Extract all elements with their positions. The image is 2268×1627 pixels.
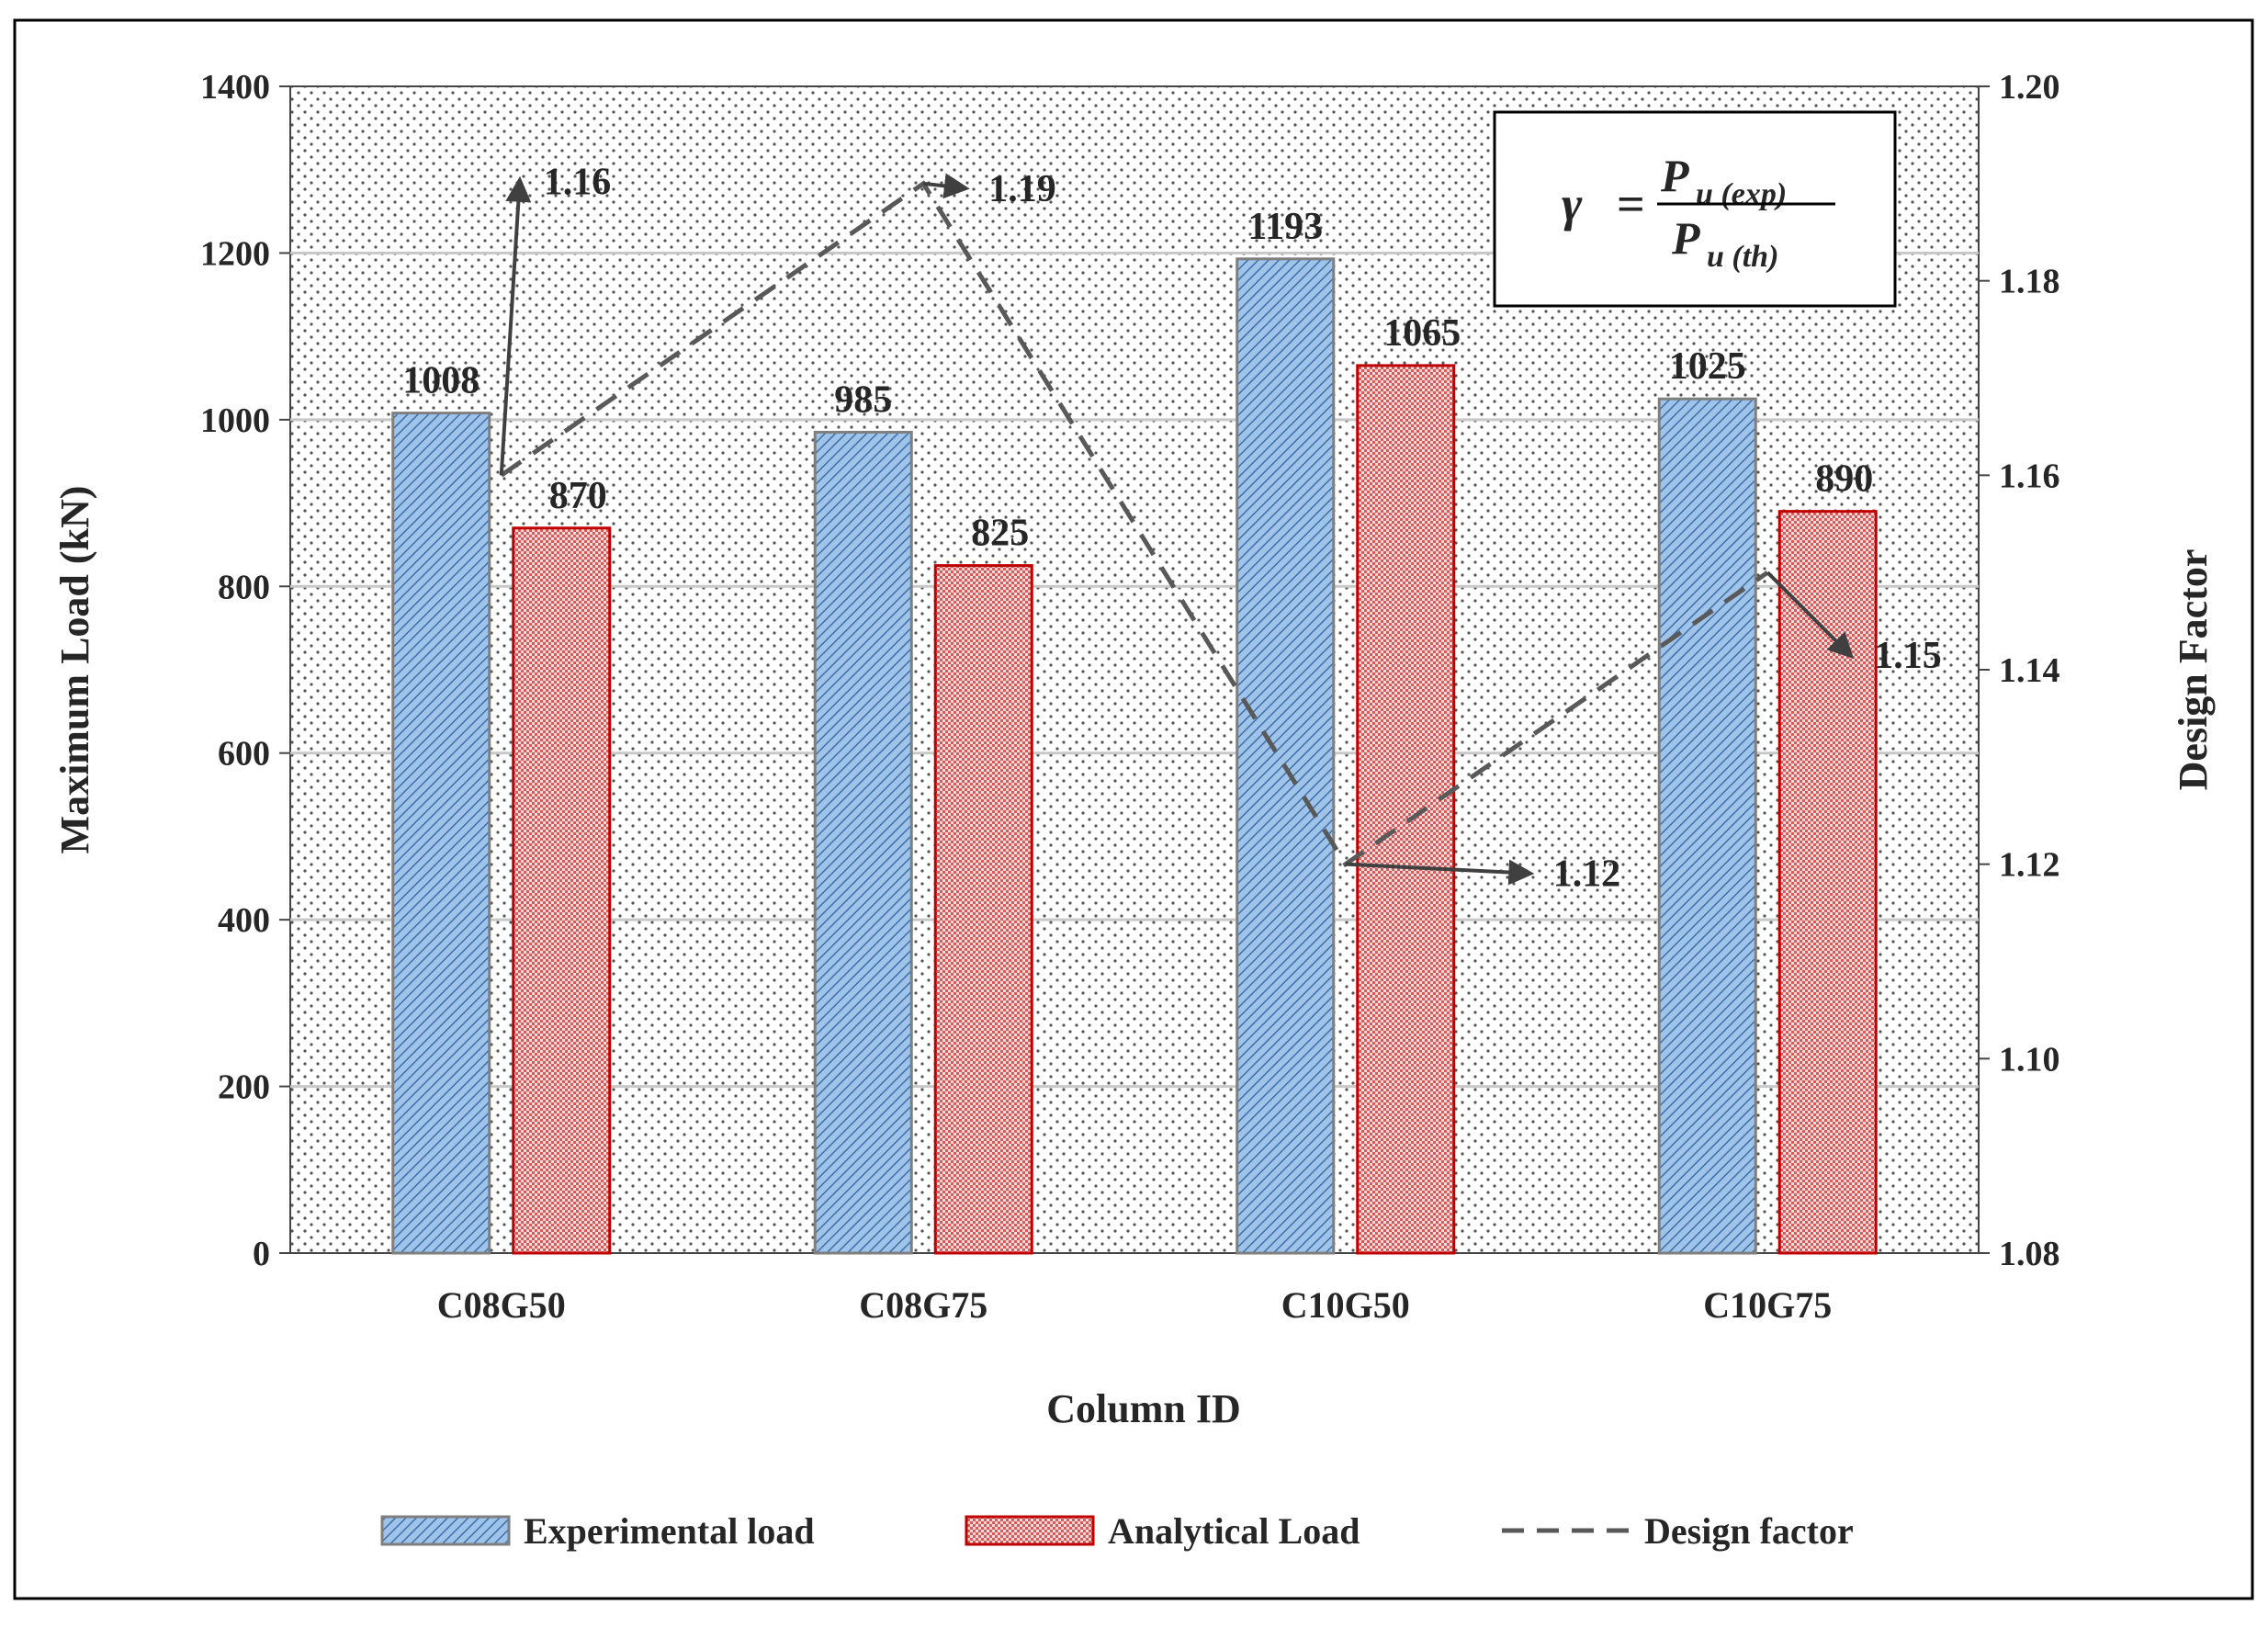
- bar-experimental-C10G50: [1236, 257, 1336, 1255]
- data-label-experimental-C10G75: 1025: [1669, 345, 1746, 388]
- bar-group: [391, 257, 1878, 1255]
- formula-box: γ = P u (exp) P u (th): [1493, 110, 1897, 308]
- y-tick-label-0: 0: [253, 1235, 270, 1273]
- bar-experimental-C08G75: [813, 430, 913, 1255]
- y2-tick-label-1.20: 1.20: [1999, 68, 2060, 107]
- data-label-experimental-C08G50: 1008: [402, 360, 480, 402]
- axes-group: 02004006008001000120014001.081.101.121.1…: [200, 68, 2060, 1326]
- data-label-experimental-C10G50: 1193: [1247, 206, 1323, 248]
- figure-border: [13, 18, 2254, 1600]
- bar-label-group: 1008 870 985 825 1193 1065 1025 890: [402, 206, 1873, 555]
- y-tick-label-600: 600: [218, 735, 270, 774]
- formula-gamma: γ: [1562, 176, 1583, 232]
- legend-swatch-experimental: [380, 1515, 511, 1546]
- y2-axis-title: Design Factor: [2171, 549, 2216, 791]
- design-factor-arrow-C08G75: [923, 173, 970, 199]
- y-tick-label-800: 800: [218, 568, 270, 606]
- design-factor-label-C08G75: 1.19: [988, 168, 1056, 210]
- design-factor-group: 1.16 1.19 1.12 1.15: [499, 161, 1942, 896]
- bar-analytical-C08G75: [933, 564, 1033, 1255]
- design-factor-label-C10G75: 1.15: [1874, 635, 1942, 677]
- y2-tick-label-1.12: 1.12: [1999, 846, 2060, 885]
- y-axis-title: Maximum Load (kN): [52, 486, 97, 854]
- bar-analytical-C08G50: [512, 526, 612, 1255]
- bar-analytical-C10G50: [1356, 364, 1456, 1255]
- y2-tick-label-1.08: 1.08: [1999, 1235, 2060, 1273]
- data-label-analytical-C08G50: 870: [549, 475, 607, 517]
- bar-analytical-C10G75: [1777, 510, 1878, 1255]
- legend: Experimental load Analytical Load Design…: [380, 1510, 1854, 1552]
- design-factor-label-C10G50: 1.12: [1553, 853, 1621, 896]
- formula-frame: [1493, 110, 1897, 308]
- legend-label-analytical: Analytical Load: [1108, 1510, 1360, 1552]
- formula-equals: =: [1617, 176, 1645, 232]
- formula-numerator-main: P: [1660, 150, 1689, 201]
- design-factor-arrow-C08G50: [499, 175, 532, 476]
- data-label-experimental-C08G75: 985: [834, 379, 892, 421]
- x-tick-label-C10G50: C10G50: [1281, 1284, 1410, 1326]
- legend-label-design-factor: Design factor: [1644, 1510, 1854, 1552]
- x-axis-title: Column ID: [1046, 1386, 1241, 1431]
- y2-tick-label-1.18: 1.18: [1999, 263, 2060, 301]
- design-factor-arrow-C10G50: [1345, 859, 1535, 886]
- design-factor-arrow-C10G75: [1766, 571, 1855, 660]
- design-factor-label-C08G50: 1.16: [544, 161, 612, 203]
- data-label-analytical-C10G50: 1065: [1383, 312, 1461, 355]
- y2-tick-label-1.14: 1.14: [1999, 651, 2060, 690]
- bar-experimental-C10G75: [1657, 397, 1757, 1255]
- formula-numerator-sub: u (exp): [1696, 177, 1787, 211]
- x-tick-label-C08G75: C08G75: [859, 1284, 987, 1326]
- legend-swatch-analytical: [965, 1515, 1095, 1546]
- bar-experimental-C08G50: [391, 412, 491, 1255]
- y-tick-label-1400: 1400: [200, 68, 270, 107]
- data-label-analytical-C10G75: 890: [1815, 458, 1873, 501]
- y-tick-label-1200: 1200: [200, 234, 270, 273]
- formula-denominator-sub: u (th): [1707, 240, 1778, 274]
- x-tick-label-C08G50: C08G50: [437, 1284, 566, 1326]
- data-label-analytical-C08G75: 825: [971, 513, 1029, 555]
- y-tick-label-200: 200: [218, 1068, 270, 1107]
- formula-denominator-main: P: [1671, 212, 1700, 264]
- y-tick-label-1000: 1000: [200, 401, 270, 440]
- y-tick-label-400: 400: [218, 901, 270, 940]
- x-tick-label-C10G75: C10G75: [1703, 1284, 1832, 1326]
- y2-tick-label-1.16: 1.16: [1999, 457, 2060, 495]
- y2-tick-label-1.10: 1.10: [1999, 1040, 2060, 1079]
- legend-label-experimental: Experimental load: [524, 1510, 815, 1552]
